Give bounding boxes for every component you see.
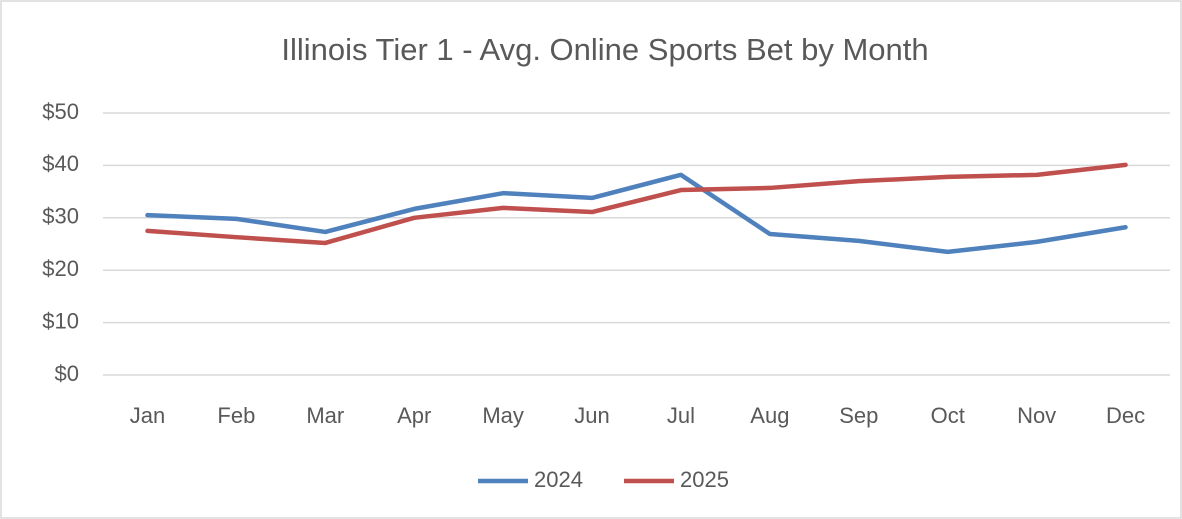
- x-tick-label: Aug: [750, 403, 789, 428]
- y-tick-label: $40: [42, 151, 79, 176]
- series-line: [145, 162, 1128, 246]
- x-tick-label: Oct: [931, 403, 965, 428]
- legend-label: 2024: [534, 467, 583, 492]
- x-tick-label: Mar: [306, 403, 344, 428]
- x-tick-label: Jun: [574, 403, 609, 428]
- y-tick-label: $10: [42, 308, 79, 333]
- y-tick-label: $0: [55, 361, 79, 386]
- x-tick-label: Apr: [397, 403, 431, 428]
- legend-label: 2025: [680, 467, 729, 492]
- y-tick-label: $30: [42, 204, 79, 229]
- x-tick-label: May: [482, 403, 524, 428]
- x-tick-label: Jul: [667, 403, 695, 428]
- y-tick-label: $50: [42, 99, 79, 124]
- x-tick-label: Sep: [839, 403, 878, 428]
- x-tick-label: Nov: [1017, 403, 1056, 428]
- x-tick-label: Feb: [217, 403, 255, 428]
- series-line: [145, 172, 1128, 255]
- chart-title: Illinois Tier 1 - Avg. Online Sports Bet…: [281, 32, 928, 67]
- x-tick-label: Dec: [1106, 403, 1145, 428]
- x-tick-label: Jan: [130, 403, 165, 428]
- y-tick-label: $20: [42, 256, 79, 281]
